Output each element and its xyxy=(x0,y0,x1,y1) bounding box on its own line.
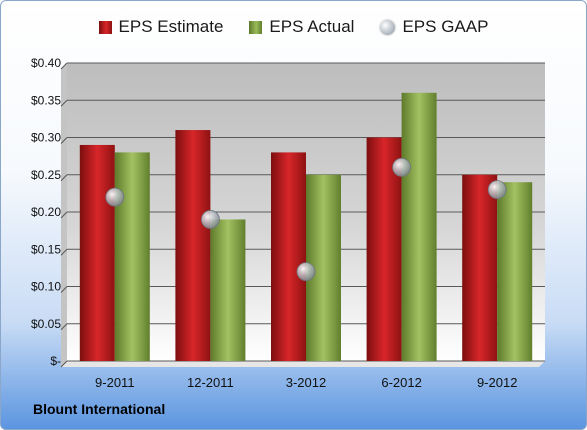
y-tick-label: $0.30 xyxy=(31,131,61,145)
gridline-diag xyxy=(60,211,68,219)
x-tick-label: 12-2011 xyxy=(187,375,234,390)
bar-eps-estimate xyxy=(366,137,402,361)
gridline-diag xyxy=(60,174,68,182)
bar-eps-actual xyxy=(114,152,150,361)
legend-swatch-estimate xyxy=(98,20,112,34)
x-tick-label: 6-2012 xyxy=(381,375,421,390)
y-tick-label: $0.35 xyxy=(31,93,61,107)
legend: EPS Estimate EPS Actual EPS GAAP xyxy=(1,17,586,37)
y-tick-label: $0.20 xyxy=(31,205,61,219)
bar-eps-actual xyxy=(497,182,533,361)
legend-label-estimate: EPS Estimate xyxy=(118,17,224,36)
bar-eps-actual xyxy=(210,219,246,361)
marker-eps-gaap xyxy=(392,157,412,177)
gridline-diag xyxy=(60,360,68,368)
y-tick-label: $0.15 xyxy=(31,242,61,256)
chart-svg: $0.40 $0.35 $0.30 $0.25 $0.20 $0.15 $0.10 $0.05… xyxy=(31,56,545,390)
company-name: Blount International xyxy=(33,401,166,417)
legend-label-gaap: EPS GAAP xyxy=(402,17,489,36)
gridline-diag xyxy=(60,323,68,331)
gridline-diag xyxy=(60,137,68,144)
legend-label-actual: EPS Actual xyxy=(269,17,355,36)
legend-item-gaap: EPS GAAP xyxy=(380,17,488,37)
gridline-diag xyxy=(60,99,68,107)
bar-eps-actual xyxy=(401,92,437,362)
marker-eps-gaap xyxy=(296,262,316,282)
marker-eps-gaap xyxy=(105,187,125,207)
y-tick-label: $- xyxy=(50,354,61,368)
gridline-diag xyxy=(60,286,68,293)
marker-eps-gaap xyxy=(200,210,220,229)
legend-item-actual: EPS Actual xyxy=(249,17,354,37)
y-tick-label: $0.25 xyxy=(31,168,61,182)
y-tick-label: $0.10 xyxy=(31,280,61,294)
y-tick-label: $0.05 xyxy=(31,317,61,331)
y-tick-label: $0.40 xyxy=(31,56,61,70)
gridline-diag xyxy=(60,248,68,256)
bar-eps-estimate xyxy=(79,144,115,361)
gridline-diag xyxy=(60,62,68,70)
bar-eps-estimate xyxy=(462,174,498,361)
plot-floor xyxy=(61,361,545,367)
bar-eps-estimate xyxy=(175,130,211,361)
marker-eps-gaap xyxy=(487,180,507,200)
legend-item-estimate: EPS Estimate xyxy=(98,17,224,37)
x-tick-label: 9-2012 xyxy=(477,375,517,390)
x-tick-label: 9-2011 xyxy=(95,375,135,390)
legend-swatch-actual xyxy=(249,20,263,34)
bar-eps-estimate xyxy=(271,152,306,361)
x-tick-label: 3-2012 xyxy=(286,375,326,390)
legend-swatch-gaap xyxy=(380,19,396,35)
